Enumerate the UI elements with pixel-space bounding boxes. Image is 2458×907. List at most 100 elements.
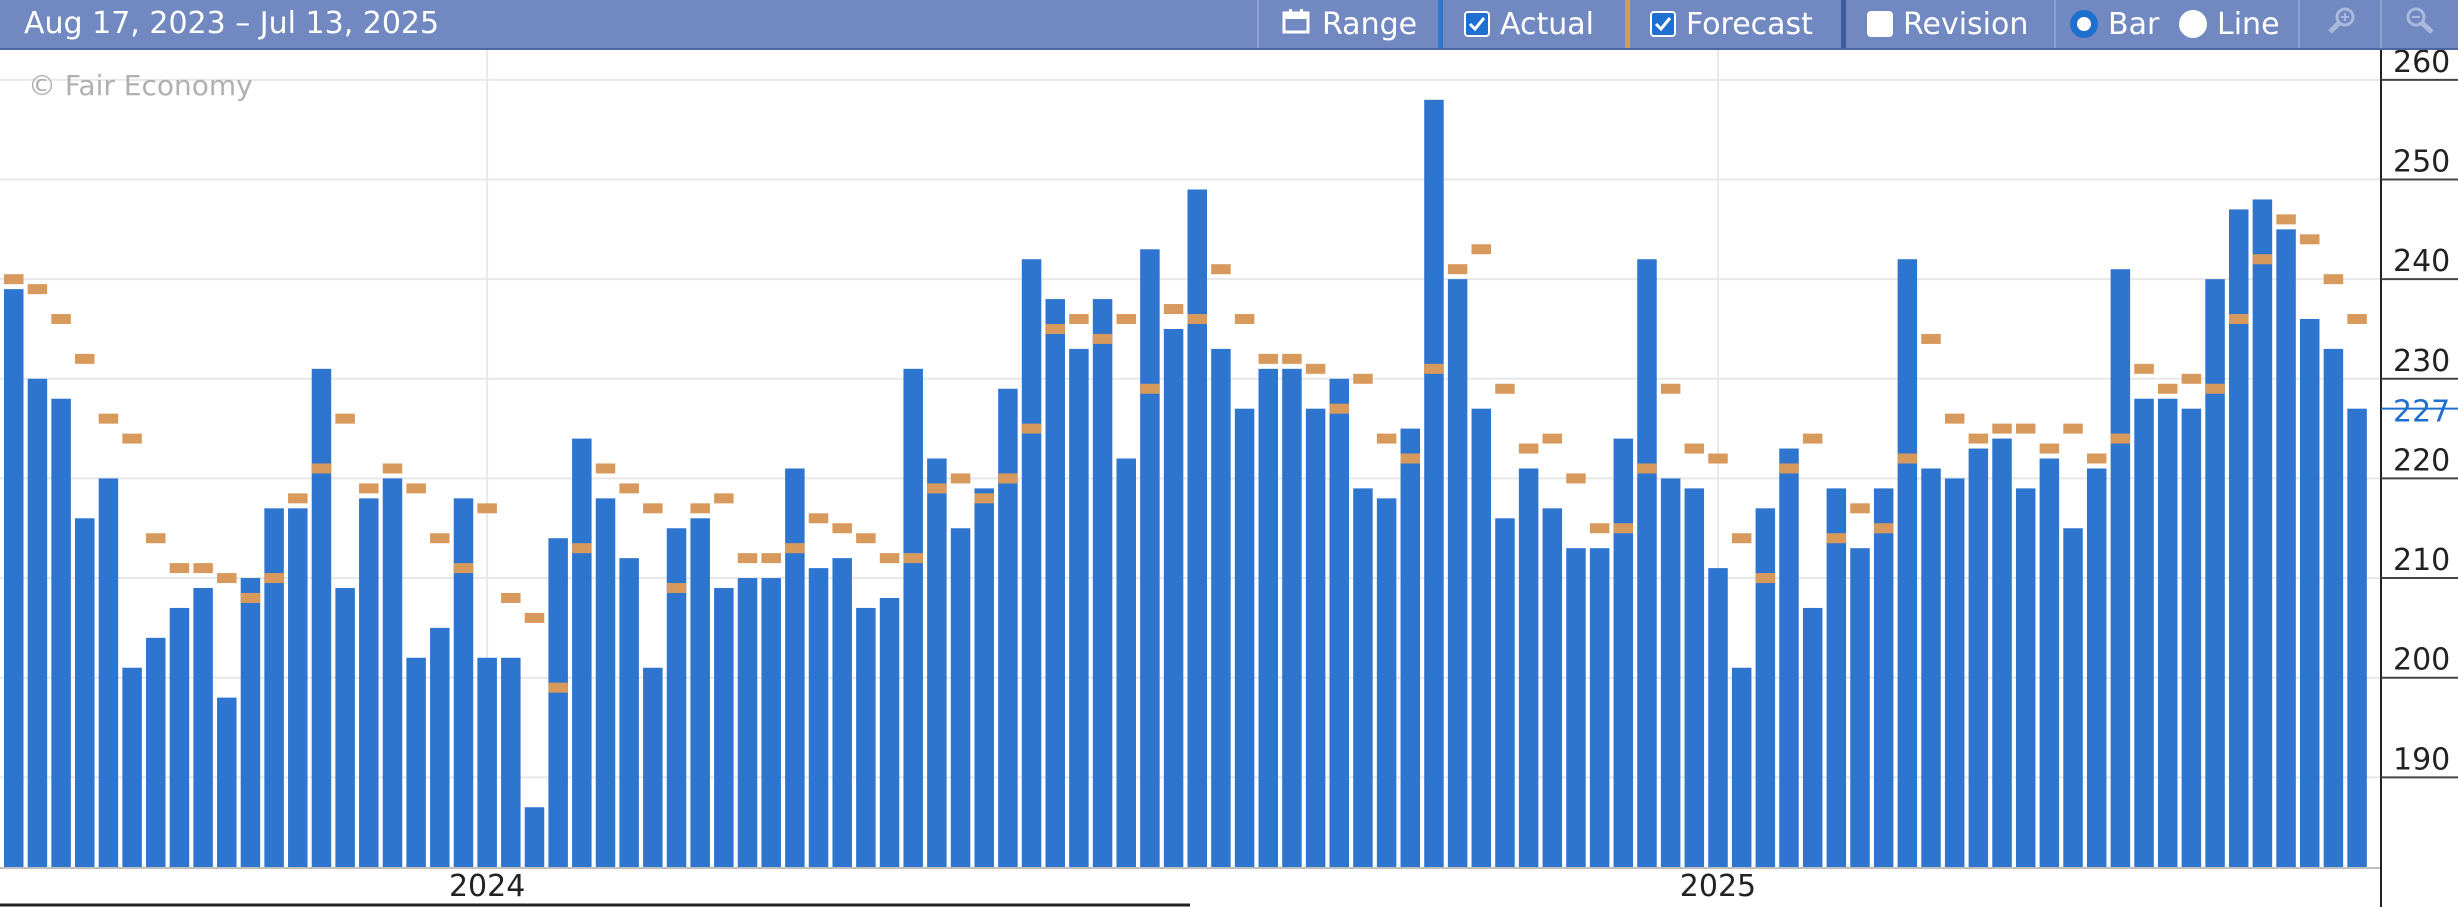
actual-bar[interactable] [311, 368, 332, 867]
actual-bar[interactable] [1211, 348, 1231, 867]
forecast-mark[interactable] [1566, 473, 1586, 484]
forecast-mark[interactable] [1613, 523, 1634, 534]
forecast-mark[interactable] [1258, 353, 1279, 364]
actual-bar[interactable] [1613, 438, 1634, 867]
forecast-mark[interactable] [2181, 373, 2202, 384]
actual-bar[interactable] [950, 528, 971, 867]
actual-bar[interactable] [1424, 99, 1444, 867]
actual-bar[interactable] [1566, 548, 1586, 867]
forecast-mark[interactable] [761, 553, 781, 564]
actual-bar[interactable] [382, 478, 403, 867]
forecast-mark[interactable] [832, 523, 852, 534]
forecast-mark[interactable] [1424, 363, 1444, 374]
forecast-mark[interactable] [311, 463, 332, 474]
forecast-mark[interactable] [1471, 244, 1492, 255]
actual-bar[interactable] [1305, 408, 1326, 867]
actual-bar[interactable] [1731, 667, 1752, 867]
actual-bar[interactable] [51, 398, 71, 867]
forecast-mark[interactable] [1779, 463, 1799, 474]
forecast-mark[interactable] [1850, 503, 1870, 514]
forecast-mark[interactable] [2205, 383, 2225, 394]
actual-bar[interactable] [1968, 448, 1989, 867]
forecast-mark[interactable] [169, 563, 190, 574]
forecast-mark[interactable] [430, 533, 450, 544]
actual-bar[interactable] [903, 368, 923, 867]
actual-bar[interactable] [1921, 468, 1941, 867]
actual-bar[interactable] [1992, 438, 2012, 867]
actual-bar[interactable] [1495, 518, 1515, 867]
actual-bar[interactable] [2228, 209, 2249, 868]
forecast-mark[interactable] [524, 612, 545, 623]
actual-bar[interactable] [1802, 607, 1823, 867]
actual-bar[interactable] [2181, 408, 2202, 867]
actual-bar[interactable] [477, 657, 497, 867]
forecast-mark[interactable] [1045, 323, 1065, 334]
forecast-mark[interactable] [595, 463, 616, 474]
forecast-mark[interactable] [1708, 453, 1728, 464]
forecast-mark[interactable] [75, 353, 95, 364]
actual-bar[interactable] [146, 637, 166, 867]
actual-bar[interactable] [1021, 259, 1042, 867]
forecast-mark[interactable] [2276, 214, 2296, 225]
actual-bar[interactable] [1376, 498, 1397, 867]
forecast-mark[interactable] [737, 553, 758, 564]
forecast-mark[interactable] [477, 503, 497, 514]
forecast-mark[interactable] [1755, 573, 1776, 584]
actual-bar[interactable] [1708, 568, 1728, 867]
actual-bar[interactable] [2323, 348, 2344, 867]
forecast-mark[interactable] [288, 493, 308, 504]
forecast-mark[interactable] [193, 563, 213, 574]
actual-bar[interactable] [1069, 348, 1089, 867]
forecast-mark[interactable] [1921, 333, 1941, 344]
forecast-mark[interactable] [927, 483, 947, 494]
actual-bar[interactable] [974, 488, 994, 867]
actual-bar[interactable] [501, 657, 521, 867]
actual-bar[interactable] [1873, 488, 1894, 867]
zoom-in-button[interactable] [2326, 0, 2358, 48]
forecast-mark[interactable] [998, 473, 1018, 484]
forecast-mark[interactable] [2323, 274, 2344, 285]
forecast-mark[interactable] [2039, 443, 2060, 454]
forecast-mark[interactable] [1447, 264, 1468, 275]
forecast-mark[interactable] [406, 483, 426, 494]
forecast-mark[interactable] [122, 433, 142, 444]
forecast-mark[interactable] [1802, 433, 1823, 444]
bar-view-option[interactable]: Bar [2070, 0, 2159, 48]
forecast-mark[interactable] [1968, 433, 1989, 444]
actual-bar[interactable] [714, 588, 734, 867]
forecast-mark[interactable] [2015, 423, 2036, 434]
actual-bar[interactable] [2086, 468, 2107, 867]
forecast-mark[interactable] [548, 682, 568, 693]
forecast-mark[interactable] [572, 543, 592, 554]
forecast-mark[interactable] [382, 463, 403, 474]
actual-bar[interactable] [1944, 478, 1965, 867]
forecast-mark[interactable] [1637, 463, 1657, 474]
actual-bar[interactable] [1447, 279, 1468, 867]
forecast-mark[interactable] [27, 284, 48, 295]
forecast-mark[interactable] [785, 543, 805, 554]
forecast-mark[interactable] [335, 413, 355, 424]
forecast-mark[interactable] [1116, 314, 1136, 325]
actual-bar[interactable] [1779, 448, 1799, 867]
forecast-mark[interactable] [359, 483, 379, 494]
actual-bar[interactable] [2252, 199, 2273, 867]
actual-bar[interactable] [808, 568, 829, 867]
actual-bar[interactable] [2276, 229, 2296, 868]
forecast-mark[interactable] [974, 493, 994, 504]
actual-bar[interactable] [2110, 269, 2131, 867]
actual-bar[interactable] [1518, 468, 1539, 867]
actual-bar[interactable] [1542, 508, 1563, 867]
actual-bar[interactable] [1660, 478, 1681, 867]
forecast-mark[interactable] [146, 533, 166, 544]
forecast-mark[interactable] [1518, 443, 1539, 454]
actual-bar[interactable] [1826, 488, 1847, 867]
actual-bar[interactable] [4, 289, 24, 867]
actual-bar[interactable] [75, 518, 95, 867]
actual-bar[interactable] [122, 667, 142, 867]
actual-bar[interactable] [2157, 398, 2178, 867]
forecast-mark[interactable] [1897, 453, 1918, 464]
forecast-mark[interactable] [1873, 523, 1894, 534]
forecast-mark[interactable] [666, 583, 687, 594]
actual-checkbox[interactable] [1464, 11, 1490, 37]
forecast-mark[interactable] [4, 274, 24, 285]
